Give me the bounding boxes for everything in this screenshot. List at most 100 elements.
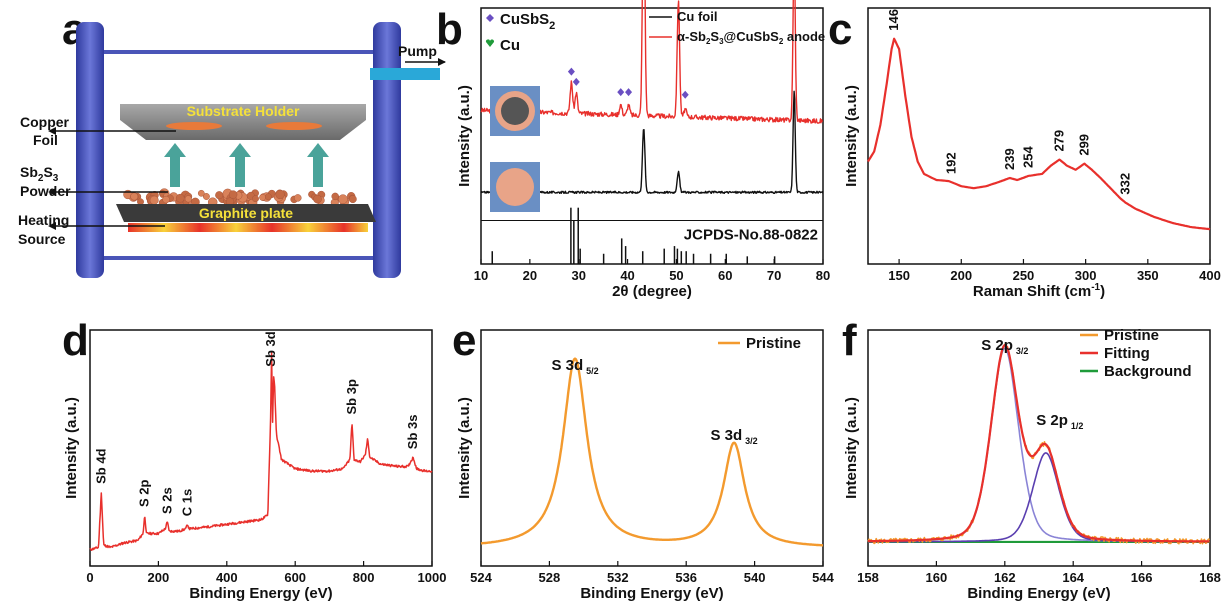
inset-cu-disc <box>496 168 534 206</box>
peak-label: S 2p 3/2 <box>981 337 1028 356</box>
x-tick-label: 164 <box>1062 570 1084 585</box>
cusbs2-marker <box>681 90 689 99</box>
legend-label-pristine: Pristine <box>1104 327 1159 344</box>
frame-flange-left <box>76 22 104 278</box>
peak-label: S 2s <box>159 487 174 514</box>
heating-label-1: Heating <box>18 212 69 228</box>
peak-label: Sb 3p <box>344 379 359 414</box>
powder-grain <box>162 195 170 204</box>
peak-label: S 3d 3/2 <box>710 427 757 446</box>
peak-label: 254 <box>1020 145 1035 167</box>
legend-label-fitting: Fitting <box>1104 345 1150 362</box>
peak-label: 299 <box>1076 134 1091 156</box>
powder-grain <box>259 193 267 201</box>
series-line-raman <box>867 37 1211 231</box>
x-axis-label: 2θ (degree) <box>612 283 692 300</box>
x-tick-label: 30 <box>571 268 585 283</box>
peak-label: Sb 3s <box>405 415 420 450</box>
cusbs2-marker <box>617 88 625 97</box>
x-tick-label: 60 <box>718 268 732 283</box>
x-tick-label: 544 <box>812 570 834 585</box>
x-tick-label: 162 <box>994 570 1016 585</box>
pump-pipe <box>370 68 440 80</box>
heating-label-2: Source <box>18 231 66 247</box>
x-tick-label: 0 <box>86 570 93 585</box>
series-line-survey <box>89 352 433 551</box>
peak-label: C 1s <box>179 489 194 516</box>
vapor-arrows <box>164 143 329 187</box>
x-tick-label: 158 <box>857 570 879 585</box>
cusbs2-marker <box>625 88 633 97</box>
chart-e-xps-s3d: 524 528 532 536 540 544 Binding Energy (eV) Int… <box>456 329 835 602</box>
x-tick-label: 10 <box>474 268 488 283</box>
component-peak <box>867 452 1210 543</box>
copper-foil-2 <box>266 122 322 130</box>
powder-grain <box>331 192 339 201</box>
x-tick-label: 250 <box>1013 268 1035 283</box>
peak-label: 192 <box>943 152 958 174</box>
plot-frame-b <box>480 7 824 265</box>
plot-frame-d <box>89 329 433 567</box>
heating-source <box>128 223 368 232</box>
powder-grain <box>348 195 357 204</box>
chart-d-xps-survey: 0 200 400 600 800 1000 Binding Energy (eV) Inte… <box>63 329 446 602</box>
peak-label: 239 <box>1002 148 1017 170</box>
powder-grain <box>215 191 224 200</box>
powder-label-1: Sb2S3 <box>20 164 59 184</box>
x-tick-label: 524 <box>470 570 492 585</box>
legend-label-cusbs2: CuSbS2 <box>500 11 555 32</box>
pump-label: Pump <box>398 43 437 59</box>
series-line-fitting <box>867 344 1210 543</box>
x-tick-label: 400 <box>1199 268 1221 283</box>
x-tick-label: 50 <box>669 268 683 283</box>
legend-label-cu: Cu <box>500 37 520 54</box>
cusbs2-marker <box>572 77 580 86</box>
x-tick-label: 166 <box>1131 570 1153 585</box>
legend-label-cu-foil: Cu foil <box>677 9 717 24</box>
panel-label-d: d <box>62 316 89 365</box>
inset-anode-center <box>501 97 529 125</box>
graphite-plate <box>116 204 376 222</box>
substrate-holder-label: Substrate Holder <box>187 103 300 119</box>
x-tick-label: 168 <box>1199 570 1221 585</box>
legend-label-pristine: Pristine <box>746 335 801 352</box>
x-tick-label: 200 <box>148 570 170 585</box>
plot-frame-f <box>867 329 1211 567</box>
peak-label: Sb 4d <box>93 448 108 483</box>
x-axis-label: Binding Energy (eV) <box>189 585 332 602</box>
cusbs2-marker <box>567 67 575 76</box>
x-tick-label: 350 <box>1137 268 1159 283</box>
powder-grain <box>275 189 285 200</box>
panel-label-e: e <box>452 316 476 365</box>
peak-label: Sb 3d <box>263 331 278 366</box>
x-axis-label: Binding Energy (eV) <box>580 585 723 602</box>
powder-grain <box>175 193 185 203</box>
powder-grain <box>338 194 348 205</box>
x-tick-label: 80 <box>816 268 830 283</box>
y-axis-label: Intensity (a.u.) <box>456 397 473 499</box>
legend-label-anode: α-Sb2S3@CuSbS2 anode <box>677 29 825 46</box>
legend-label-background: Background <box>1104 363 1192 380</box>
peak-label: 146 <box>886 9 901 31</box>
frame-flange-right <box>373 22 401 278</box>
schematic-a: Pump Substrate Holder Graphite plate Cop… <box>18 22 446 278</box>
series-line-pristine <box>480 357 824 547</box>
powder-grain <box>149 195 159 205</box>
x-axis-label: Binding Energy (eV) <box>967 585 1110 602</box>
powder-label-2: Powder <box>20 183 71 199</box>
powder-grain <box>252 195 259 203</box>
x-tick-label: 536 <box>675 570 697 585</box>
peak-label: 332 <box>1117 173 1132 195</box>
powder-grain <box>202 193 210 200</box>
x-tick-label: 20 <box>523 268 537 283</box>
legend-marker-cu <box>485 39 495 47</box>
x-tick-label: 70 <box>767 268 781 283</box>
x-axis-label: Raman Shift (cm-1) <box>973 282 1105 300</box>
x-tick-label: 600 <box>284 570 306 585</box>
peak-label: S 2p <box>137 480 152 508</box>
x-tick-label: 200 <box>950 268 972 283</box>
powder-grain <box>313 194 322 204</box>
x-tick-label: 40 <box>620 268 634 283</box>
chart-b-xrd: 10 20 30 40 50 60 70 80 2θ (degree) Intensity (a.… <box>456 0 830 300</box>
